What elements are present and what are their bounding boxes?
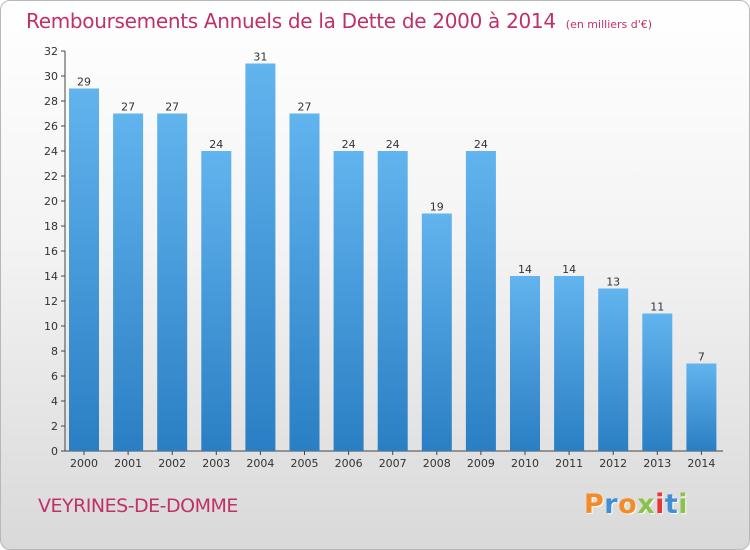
bar-value-label: 11	[650, 301, 664, 314]
logo-letter: t	[664, 489, 679, 520]
title-text: Remboursements Annuels de la Dette de 20…	[26, 9, 556, 33]
bar	[333, 151, 364, 451]
logo-letter: i	[655, 489, 665, 520]
bar-value-label: 27	[298, 101, 312, 114]
x-tick-label: 2014	[687, 457, 715, 470]
bar	[113, 113, 144, 451]
x-tick-label: 2012	[599, 457, 627, 470]
logo-letter: r	[604, 489, 619, 520]
bar	[642, 313, 673, 451]
x-tick-label: 2007	[379, 457, 407, 470]
bar-value-label: 24	[342, 138, 356, 151]
y-tick-label: 16	[44, 245, 58, 258]
bar-value-label: 19	[430, 201, 444, 214]
bar	[510, 276, 540, 451]
y-tick-label: 6	[51, 370, 58, 383]
x-tick-label: 2013	[643, 457, 671, 470]
y-tick-label: 20	[44, 195, 58, 208]
bar	[377, 151, 408, 451]
x-tick-label: 2005	[291, 457, 319, 470]
bar	[421, 213, 452, 451]
x-tick-label: 2004	[246, 457, 274, 470]
bar	[245, 63, 276, 451]
bar	[598, 288, 629, 451]
proxiti-logo[interactable]: Proxiti	[584, 489, 688, 520]
bar-value-label: 27	[121, 101, 135, 114]
y-tick-label: 30	[44, 70, 58, 83]
bar-value-label: 31	[253, 51, 267, 64]
bar	[157, 113, 188, 451]
y-tick-label: 8	[51, 345, 58, 358]
bar-value-label: 24	[209, 138, 223, 151]
y-tick-label: 18	[44, 220, 58, 233]
bar	[69, 88, 99, 451]
logo-letter: o	[618, 489, 638, 520]
location-name: VEYRINES-DE-DOMME	[38, 495, 238, 517]
bar-value-label: 14	[562, 263, 576, 276]
bar	[289, 113, 320, 451]
x-tick-label: 2001	[114, 457, 142, 470]
x-tick-label: 2009	[467, 457, 495, 470]
bar-value-label: 24	[474, 138, 488, 151]
chart-unit: (en milliers d'€)	[565, 18, 653, 31]
logo-letter: i	[678, 489, 689, 520]
bar	[201, 151, 232, 451]
bar-value-label: 29	[77, 76, 91, 89]
x-tick-label: 2002	[158, 457, 186, 470]
y-tick-label: 0	[51, 445, 58, 458]
bar-value-label: 14	[518, 263, 532, 276]
bar	[686, 363, 717, 451]
x-tick-label: 2010	[511, 457, 539, 470]
bar	[554, 276, 585, 451]
y-tick-label: 28	[44, 95, 58, 108]
chart-title: Remboursements Annuels de la Dette de 20…	[26, 9, 652, 33]
y-tick-label: 14	[44, 270, 58, 283]
y-tick-label: 4	[51, 395, 58, 408]
y-tick-label: 22	[44, 170, 58, 183]
x-tick-label: 2006	[335, 457, 363, 470]
x-tick-label: 2008	[423, 457, 451, 470]
bar-value-label: 24	[386, 138, 400, 151]
logo-letter: P	[584, 489, 605, 520]
y-tick-label: 24	[44, 145, 58, 158]
bar	[465, 151, 496, 451]
bar-value-label: 13	[606, 276, 620, 289]
y-tick-label: 2	[51, 420, 58, 433]
logo-letter: x	[637, 489, 656, 520]
y-tick-label: 12	[44, 295, 58, 308]
y-tick-label: 26	[44, 120, 58, 133]
x-tick-label: 2011	[555, 457, 583, 470]
y-tick-label: 10	[44, 320, 58, 333]
y-tick-label: 32	[44, 45, 58, 58]
bar-value-label: 7	[698, 351, 705, 364]
bar-value-label: 27	[165, 101, 179, 114]
x-tick-label: 2000	[70, 457, 98, 470]
x-tick-label: 2003	[202, 457, 230, 470]
